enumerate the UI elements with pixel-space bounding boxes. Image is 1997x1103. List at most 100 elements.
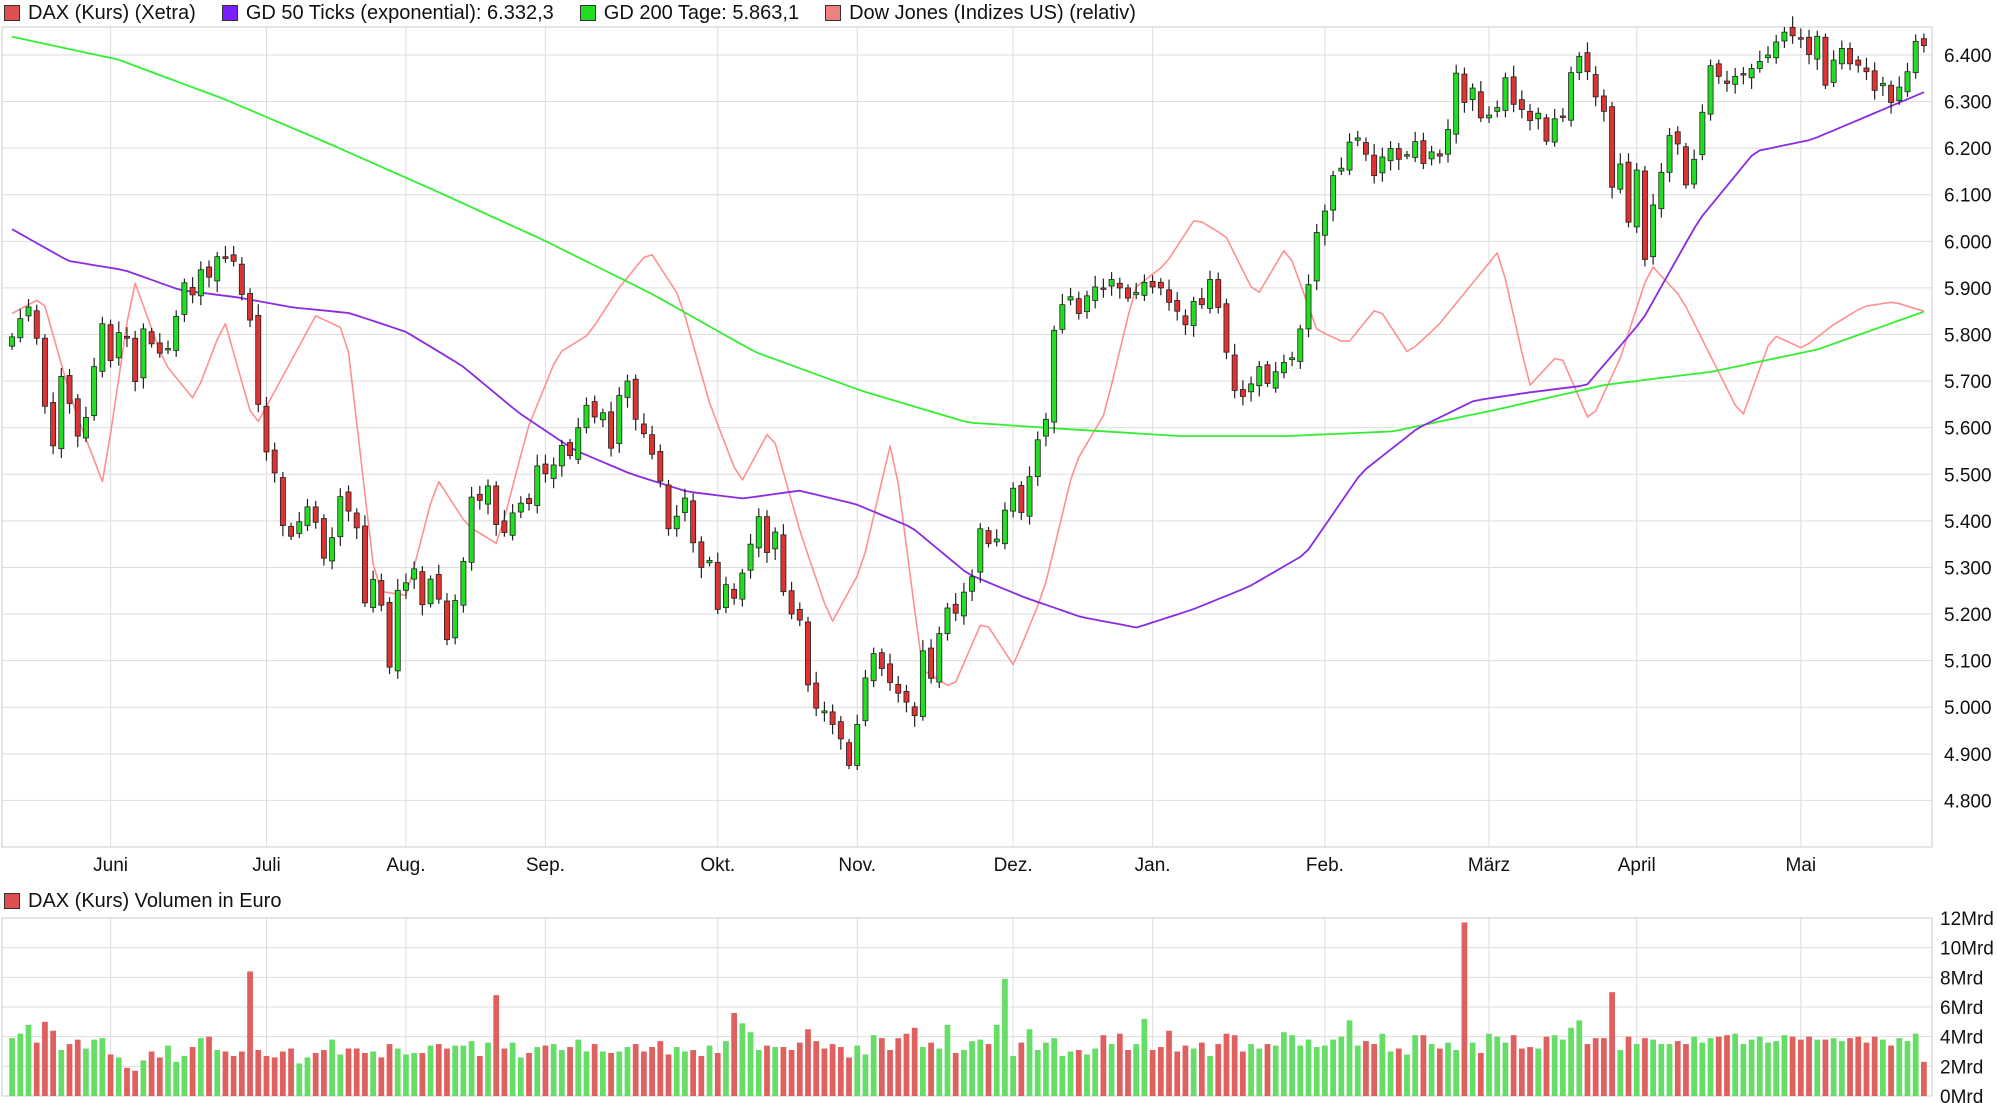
volume-bar	[1051, 1038, 1058, 1096]
volume-bar	[780, 1047, 787, 1096]
volume-bar	[509, 1042, 516, 1096]
volume-bar	[403, 1054, 409, 1096]
volume-bar	[444, 1048, 450, 1096]
candle-body	[1412, 141, 1419, 158]
volume-bar	[58, 1050, 65, 1096]
volume-bar	[1543, 1036, 1550, 1096]
candle-body	[764, 516, 770, 553]
candle-body	[977, 528, 984, 573]
volume-bar	[649, 1047, 655, 1096]
candle-body	[1518, 99, 1525, 110]
candle-body	[796, 608, 803, 621]
candle-body	[1395, 148, 1402, 160]
legend-swatch-dow	[825, 5, 842, 21]
candle-body	[517, 502, 524, 513]
candle-body	[1379, 156, 1386, 174]
volume-bar	[920, 1047, 926, 1096]
candle-body	[206, 266, 212, 278]
volume-bar	[895, 1038, 902, 1096]
candle-body	[731, 588, 738, 599]
candle-body	[468, 496, 475, 563]
candle-body	[550, 464, 557, 479]
legend-item-gd50[interactable]: GD 50 Ticks (exponential): 6.332,3	[218, 2, 554, 25]
legend-item-volume[interactable]: DAX (Kurs) Volumen in Euro	[0, 890, 281, 913]
volume-bar	[1797, 1039, 1804, 1096]
volume-bar	[1601, 1038, 1607, 1096]
volume-bar	[1281, 1032, 1287, 1096]
candle-body	[1436, 153, 1443, 157]
volume-bar	[419, 1052, 426, 1096]
candle-body	[1051, 329, 1058, 423]
candle-body	[1010, 487, 1017, 512]
candle-body	[1346, 141, 1353, 171]
volume-bar	[936, 1048, 943, 1096]
candle-body	[903, 690, 910, 703]
volume-bar	[1100, 1035, 1107, 1096]
volume-bar	[887, 1050, 893, 1096]
volume-y-tick-label: 8Mrd	[1940, 968, 1983, 989]
volume-bar	[460, 1045, 467, 1096]
candle-body	[1125, 287, 1131, 299]
volume-bar	[370, 1051, 376, 1096]
volume-bar	[1157, 1047, 1164, 1096]
candle-body	[1100, 287, 1107, 290]
volume-bar	[50, 1030, 56, 1096]
candle-body	[222, 256, 229, 259]
candle-body	[99, 323, 106, 372]
volume-bar	[42, 1021, 48, 1096]
gd50-line	[11, 91, 1925, 629]
candle-body	[1510, 76, 1517, 105]
candle-body	[1855, 59, 1862, 66]
x-tick-label: Jan.	[1135, 855, 1171, 876]
gd50-series	[11, 91, 1925, 629]
volume-bar	[271, 1057, 278, 1096]
candle-body	[1592, 74, 1599, 98]
volume-bar	[1830, 1038, 1837, 1096]
volume-bar	[107, 1054, 114, 1096]
volume-bar	[362, 1052, 368, 1096]
legend-item-dax[interactable]: DAX (Kurs) (Xetra)	[0, 2, 196, 25]
volume-bar	[755, 1050, 762, 1096]
candle-body	[1633, 169, 1640, 228]
candle-body	[1600, 95, 1607, 112]
candle-body	[288, 526, 295, 537]
volume-bar	[1043, 1042, 1049, 1096]
candle-body	[862, 677, 869, 722]
candle-body	[1551, 118, 1558, 143]
volume-bar	[878, 1038, 885, 1096]
volume-bar	[682, 1051, 688, 1096]
volume-bar	[1847, 1038, 1853, 1096]
candle-body	[1797, 37, 1804, 40]
legend-item-gd200[interactable]: GD 200 Tage: 5.863,1	[576, 2, 799, 25]
volume-bar	[1240, 1051, 1246, 1096]
volume-bar	[1395, 1048, 1402, 1096]
volume-bar	[567, 1047, 573, 1096]
volume-bar	[813, 1041, 820, 1096]
volume-bar	[1289, 1035, 1295, 1096]
candle-body	[132, 337, 139, 382]
candle-body	[1469, 87, 1476, 101]
candle-body	[140, 328, 147, 379]
y-tick-label: 4.800	[1944, 791, 1992, 812]
candle-body	[534, 465, 541, 506]
candle-body	[567, 442, 573, 457]
y-tick-label: 6.000	[1944, 232, 1992, 253]
volume-y-tick-label: 2Mrd	[1940, 1057, 1983, 1078]
y-tick-label: 5.300	[1944, 558, 1992, 579]
volume-bar	[304, 1057, 311, 1096]
candle-body	[698, 541, 705, 568]
volume-bar	[197, 1038, 204, 1096]
y-tick-label: 5.700	[1944, 372, 1992, 393]
candle-body	[1715, 63, 1722, 77]
volume-bar	[501, 1048, 508, 1096]
legend-item-dow[interactable]: Dow Jones (Indizes US) (relativ)	[821, 2, 1136, 25]
candle-body	[805, 621, 811, 686]
volume-bar	[731, 1012, 738, 1096]
volume-bar	[1732, 1033, 1739, 1096]
volume-bar	[796, 1042, 803, 1096]
volume-bar	[665, 1054, 672, 1096]
candle-body	[66, 375, 73, 404]
volume-bar	[1724, 1035, 1730, 1096]
candle-body	[558, 444, 565, 467]
